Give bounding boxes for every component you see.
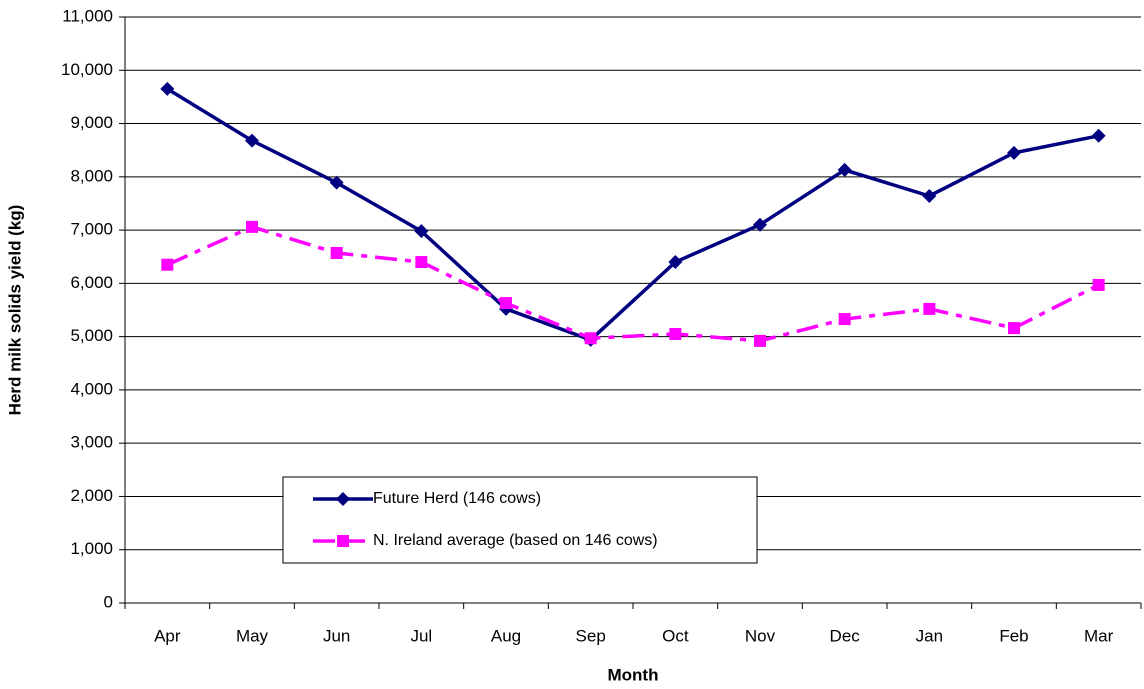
x-axis-title: Month: [608, 665, 659, 684]
data-point: [500, 297, 512, 310]
data-point: [329, 175, 344, 190]
x-tick-label: Oct: [662, 626, 689, 645]
y-tick-label: 3,000: [70, 433, 113, 452]
data-point: [922, 188, 937, 203]
x-tick-label: Sep: [576, 626, 606, 645]
data-point: [669, 327, 682, 340]
data-point: [160, 81, 175, 96]
y-tick-label: 11,000: [62, 6, 113, 25]
legend-marker: [337, 535, 349, 547]
data-point: [1091, 128, 1106, 143]
data-point: [161, 258, 174, 271]
y-tick-label: 8,000: [70, 166, 113, 185]
y-tick-label: 7,000: [70, 220, 113, 239]
data-point: [414, 224, 429, 239]
data-point: [584, 332, 597, 345]
legend-label: N. Ireland average (based on 146 cows): [373, 532, 658, 549]
y-tick-label: 2,000: [70, 486, 113, 505]
x-tick-label: Jan: [916, 626, 943, 645]
data-point: [1008, 322, 1020, 335]
data-point: [1092, 278, 1105, 291]
y-tick-label: 5,000: [70, 326, 113, 345]
x-tick-label: Jul: [410, 626, 432, 645]
legend-marker: [336, 492, 350, 506]
x-tick-label: Jun: [323, 626, 350, 645]
series-line: [166, 225, 1100, 343]
x-tick-label: Dec: [830, 626, 861, 645]
data-point: [753, 217, 767, 232]
data-point: [245, 133, 259, 148]
legend-box: [282, 476, 758, 564]
data-point: [923, 302, 936, 315]
data-point: [668, 255, 683, 270]
data-point: [838, 313, 851, 326]
data-point: [837, 162, 852, 177]
x-tick-label: Aug: [491, 626, 521, 645]
data-point: [415, 256, 428, 269]
legend-label: Future Herd (146 cows): [373, 490, 541, 507]
y-tick-label: 4,000: [70, 379, 113, 398]
y-tick-label: 0: [104, 592, 113, 611]
y-tick-label: 1,000: [70, 539, 113, 558]
data-point: [330, 246, 343, 259]
data-point: [246, 220, 258, 233]
x-tick-label: May: [236, 626, 269, 645]
data-point: [1007, 145, 1021, 160]
y-tick-label: 9,000: [70, 113, 113, 132]
data-point: [754, 334, 766, 347]
x-tick-label: Nov: [745, 626, 776, 645]
y-tick-label: 10,000: [61, 60, 113, 79]
x-tick-label: Mar: [1084, 626, 1114, 645]
series-line: [166, 87, 1100, 342]
y-tick-label: 6,000: [70, 273, 113, 292]
y-axis-title: Herd milk solids yield (kg): [5, 205, 24, 416]
x-tick-label: Feb: [999, 626, 1028, 645]
x-tick-label: Apr: [154, 626, 181, 645]
